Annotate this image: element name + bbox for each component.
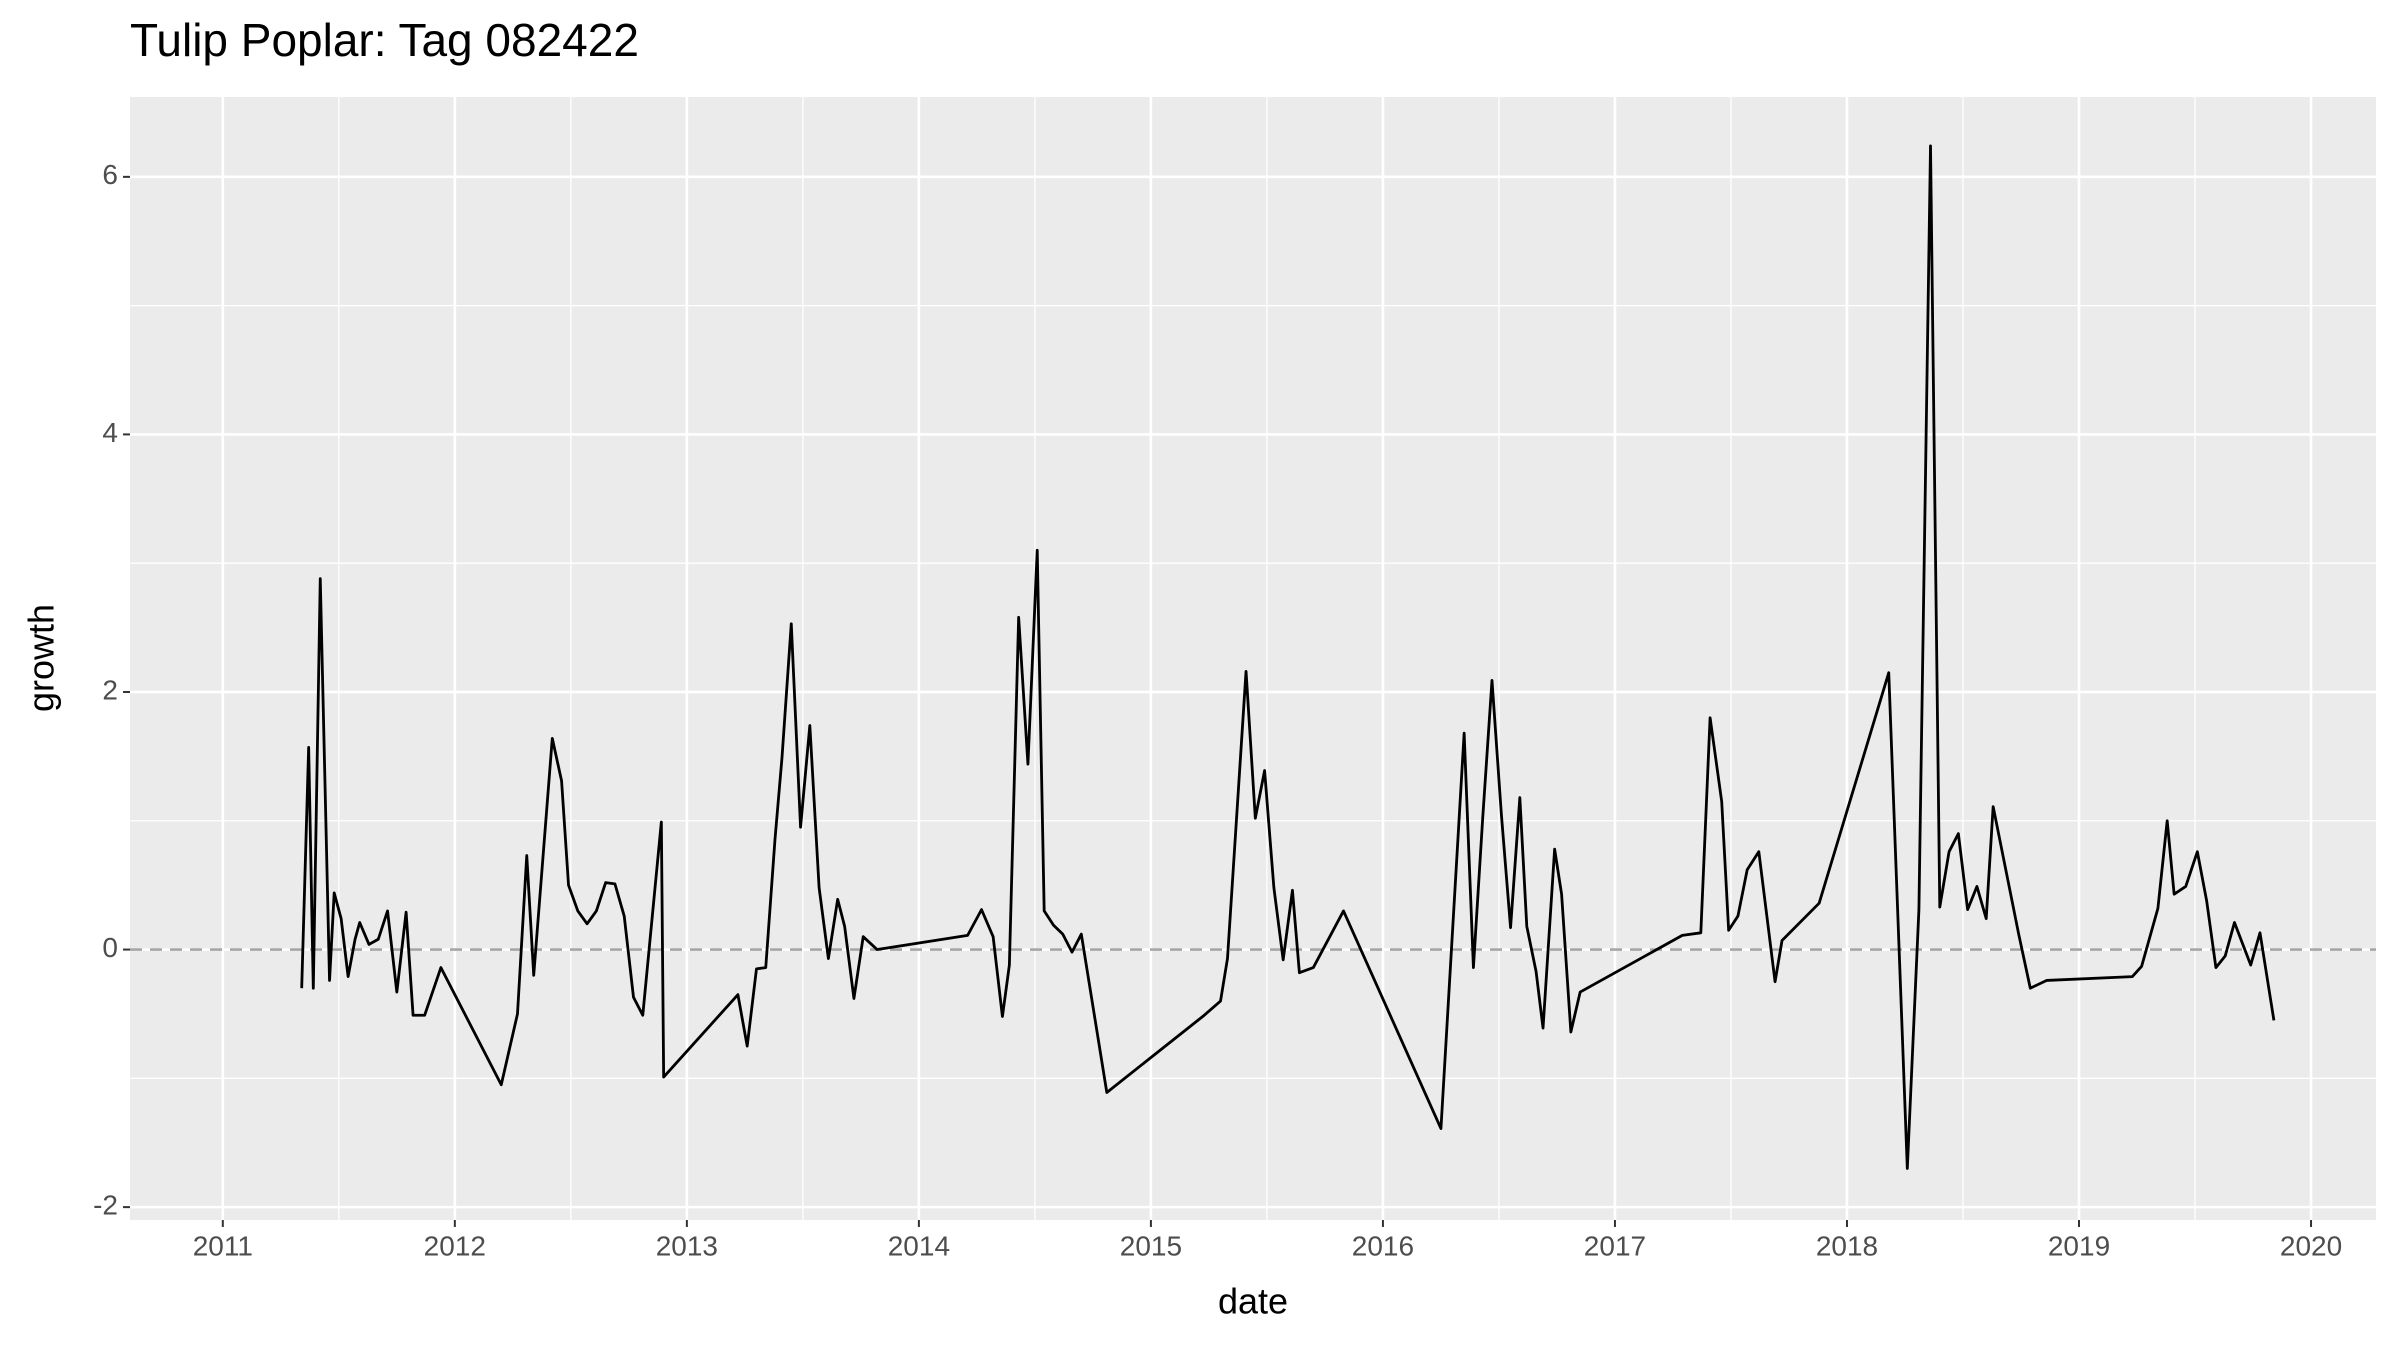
x-tick-label: 2018 [1816,1230,1878,1261]
data-line [300,144,2276,1170]
chart-title: Tulip Poplar: Tag 082422 [130,14,639,66]
x-tick-label: 2017 [1584,1230,1646,1261]
y-axis-title: growth [21,604,62,712]
x-tick-label: 2014 [888,1230,950,1261]
x-tick-label: 2016 [1352,1230,1414,1261]
plot-panel [130,97,2376,1220]
y-tick-label: -2 [93,1190,118,1221]
x-tick-label: 2012 [424,1230,486,1261]
y-tick-label: 6 [102,159,118,190]
y-tick-label: 4 [102,417,118,448]
y-tick-label: 0 [102,932,118,963]
x-axis-title: date [1218,1281,1288,1322]
x-tick-label: 2011 [193,1230,253,1261]
x-tick-label: 2019 [2048,1230,2110,1261]
y-tick-label: 2 [102,674,118,705]
x-tick-label: 2015 [1120,1230,1182,1261]
x-tick-label: 2020 [2280,1230,2342,1261]
x-tick-label: 2013 [656,1230,718,1261]
